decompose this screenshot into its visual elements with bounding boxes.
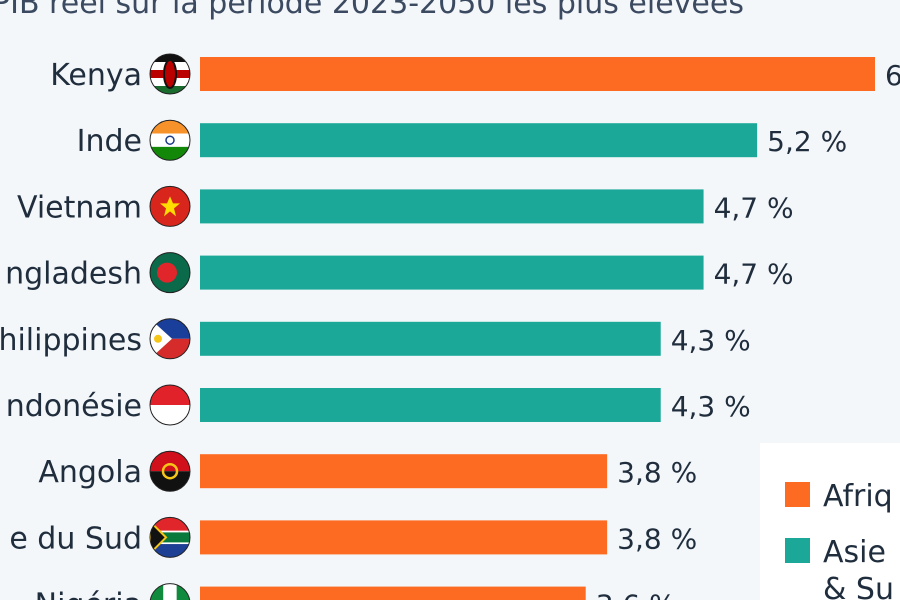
- value-label: 3,8 %: [617, 456, 697, 489]
- legend-label: Asie: [823, 535, 886, 570]
- value-label: 4,7 %: [714, 191, 794, 224]
- indonesia-flag-icon: [150, 385, 190, 425]
- bar-row: ndonésie 4,3 %: [6, 384, 751, 426]
- south-africa-flag-icon: [150, 517, 190, 558]
- bar-row: Inde 5,2 %: [77, 119, 847, 161]
- category-label: Nigéria: [35, 588, 142, 600]
- bar: [200, 255, 704, 290]
- value-label: 4,3 %: [671, 324, 751, 357]
- category-label: hilippines: [0, 323, 142, 358]
- category-label: ngladesh: [5, 257, 142, 292]
- bar: [200, 123, 758, 158]
- india-flag-icon: [150, 120, 190, 161]
- bar-row: Kenya 6,3 %: [50, 53, 900, 95]
- value-label: 4,3 %: [671, 390, 751, 423]
- value-label: 4,7 %: [714, 258, 794, 291]
- value-label: 6,3 %: [885, 59, 900, 92]
- chart-title: PIB réel sur la période 2023-2050 les pl…: [0, 0, 744, 21]
- category-label: Inde: [77, 124, 142, 159]
- category-label: Vietnam: [17, 190, 142, 225]
- category-label: Angola: [38, 455, 142, 490]
- bar: [200, 189, 704, 224]
- bar-row: Nigéria 3,6 %: [35, 583, 676, 600]
- bar: [200, 321, 661, 356]
- bar-row: Vietnam 4,7 %: [17, 185, 794, 227]
- kenya-flag-icon: [150, 54, 190, 94]
- category-label: e du Sud: [9, 521, 142, 556]
- bar: [200, 57, 875, 91]
- legend: Afriq Asie& Su: [760, 443, 900, 600]
- legend-box: [760, 443, 900, 600]
- value-label: 5,2 %: [767, 125, 847, 158]
- legend-swatch: [785, 538, 810, 563]
- legend-label: & Su: [823, 572, 894, 600]
- category-label: ndonésie: [6, 389, 142, 424]
- bar-row: ngladesh 4,7 %: [5, 252, 794, 294]
- bar: [200, 454, 608, 489]
- nigeria-flag-icon: [150, 583, 190, 600]
- bar-row: e du Sud 3,8 %: [9, 516, 697, 558]
- bar: [200, 520, 608, 555]
- bar: [200, 388, 661, 422]
- bar-row: hilippines 4,3 %: [0, 318, 751, 360]
- philippines-flag-icon: [150, 318, 190, 359]
- angola-flag-icon: [150, 451, 190, 492]
- vietnam-flag-icon: [150, 186, 190, 227]
- bar-row: Angola 3,8 %: [38, 450, 697, 492]
- value-label: 3,6 %: [596, 589, 676, 600]
- bangladesh-flag-icon: [150, 252, 190, 293]
- legend-swatch: [785, 482, 810, 507]
- category-label: Kenya: [50, 58, 142, 93]
- bar: [200, 586, 586, 600]
- value-label: 3,8 %: [617, 522, 697, 555]
- legend-label: Afriq: [823, 479, 893, 514]
